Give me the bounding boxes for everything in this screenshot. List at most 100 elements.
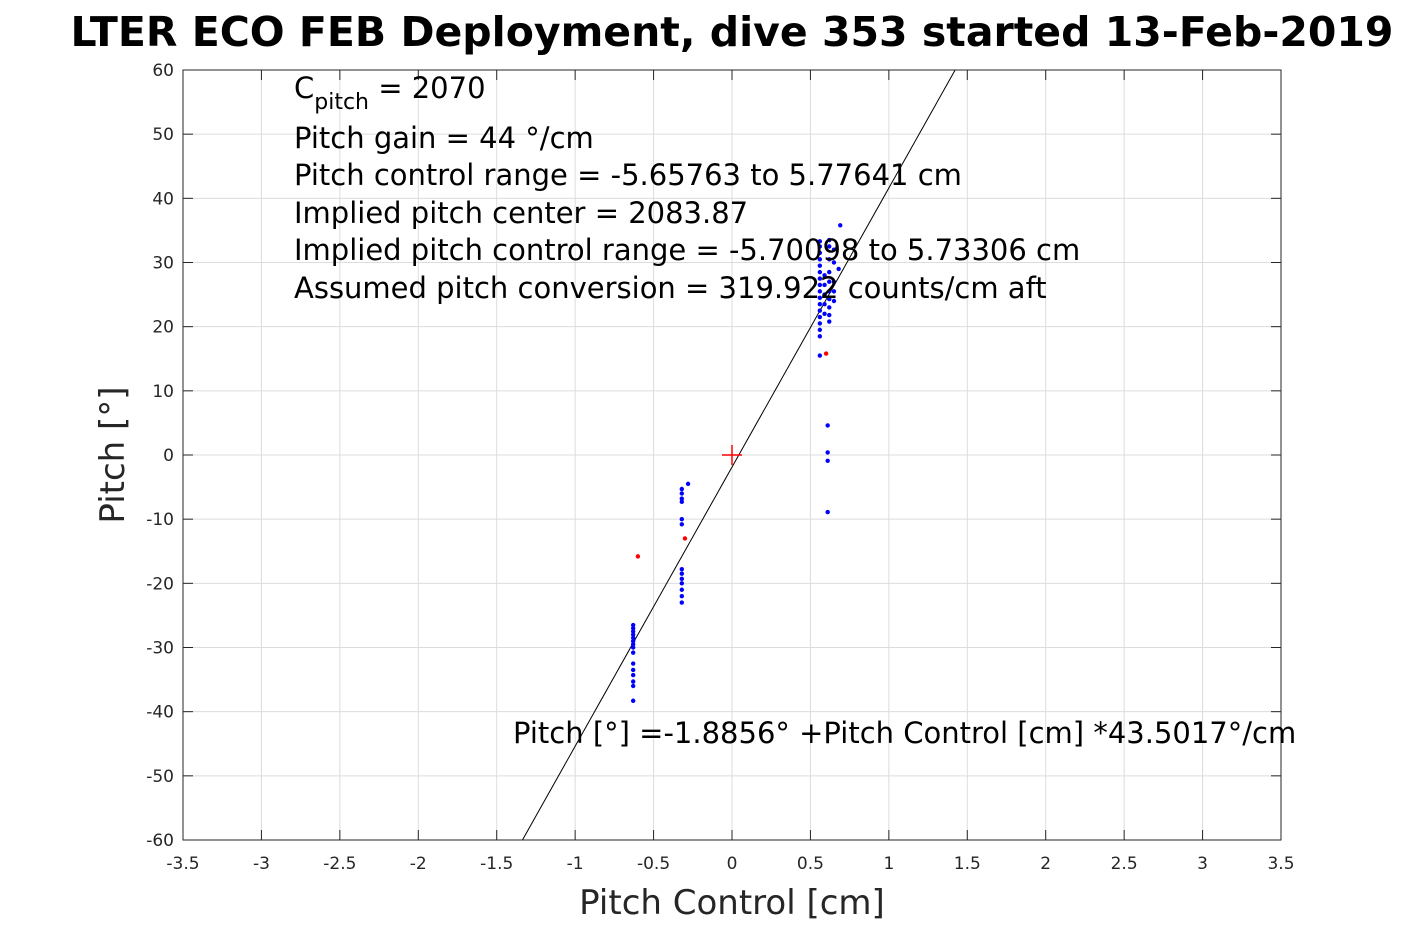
y-tick-label: -10 bbox=[146, 510, 174, 530]
data-point bbox=[817, 295, 823, 300]
data-point bbox=[817, 334, 823, 339]
data-point bbox=[630, 672, 636, 678]
data-point bbox=[827, 312, 832, 318]
annotation-pitch-control-range: Pitch control range = -5.65763 to 5.7764… bbox=[294, 158, 962, 192]
y-tick-label: -20 bbox=[146, 574, 174, 594]
data-point bbox=[817, 269, 823, 275]
x-tick-label: 2 bbox=[1040, 854, 1051, 874]
data-point bbox=[679, 499, 685, 505]
x-tick-label: 1 bbox=[883, 854, 894, 874]
data-point bbox=[630, 622, 636, 628]
data-point bbox=[825, 423, 830, 428]
data-point bbox=[679, 567, 685, 572]
x-tick-label: 3 bbox=[1197, 854, 1208, 874]
data-point bbox=[817, 257, 823, 262]
annotation-pitch-gain: Pitch gain = 44 °/cm bbox=[294, 121, 594, 155]
data-point bbox=[630, 698, 636, 703]
data-point bbox=[679, 496, 685, 501]
y-tick-labels: -60 -50 -40 -30 -20 -10 0 10 20 30 40 50 60 bbox=[146, 61, 174, 851]
x-tick-label: -3.5 bbox=[166, 854, 199, 874]
data-point bbox=[679, 486, 685, 492]
data-point bbox=[630, 629, 636, 634]
y-axis-label: Pitch [°] bbox=[93, 386, 133, 523]
data-point bbox=[679, 571, 685, 576]
data-point bbox=[630, 638, 636, 644]
data-point bbox=[817, 239, 823, 244]
data-point bbox=[817, 289, 823, 294]
data-point bbox=[630, 683, 636, 689]
y-tick-label: 60 bbox=[152, 61, 174, 81]
data-point bbox=[831, 289, 837, 294]
data-point bbox=[817, 308, 823, 313]
center-marker-group bbox=[722, 445, 742, 465]
data-point bbox=[630, 679, 636, 684]
data-point bbox=[630, 650, 636, 655]
data-point bbox=[630, 642, 636, 647]
c-pitch-value: = 2070 bbox=[369, 71, 486, 105]
c-pitch-annotation: Cpitch = 2070 bbox=[294, 71, 486, 115]
data-point bbox=[630, 645, 636, 650]
data-point bbox=[630, 661, 636, 666]
data-point bbox=[822, 273, 827, 278]
data-point bbox=[827, 289, 832, 294]
data-point bbox=[817, 314, 823, 320]
data-point bbox=[822, 292, 827, 297]
data-point bbox=[635, 554, 641, 559]
x-axis-label: Pitch Control [cm] bbox=[579, 883, 885, 923]
data-point bbox=[827, 279, 832, 284]
y-tick-label: -50 bbox=[146, 767, 174, 787]
x-tick-label: -3 bbox=[253, 854, 270, 874]
data-point bbox=[817, 244, 823, 249]
data-point bbox=[827, 244, 832, 249]
data-point bbox=[836, 266, 841, 272]
data-point bbox=[630, 626, 636, 631]
data-point bbox=[822, 302, 827, 307]
y-tick-label: 30 bbox=[152, 254, 174, 274]
y-tick-label: -30 bbox=[146, 639, 174, 659]
chart-title: LTER ECO FEB Deployment, dive 353 starte… bbox=[71, 8, 1394, 56]
y-tick-label: 40 bbox=[152, 189, 174, 209]
tick-marks bbox=[182, 69, 1282, 841]
y-tick-label: -40 bbox=[146, 703, 174, 723]
data-point bbox=[679, 522, 685, 527]
data-point bbox=[827, 305, 832, 310]
y-tick-label: 10 bbox=[152, 382, 174, 402]
y-tick-label: 20 bbox=[152, 318, 174, 338]
data-point bbox=[817, 250, 823, 256]
y-tick-label: 50 bbox=[152, 125, 174, 145]
data-point bbox=[685, 481, 691, 487]
data-point bbox=[679, 576, 685, 582]
data-point bbox=[679, 491, 685, 496]
data-point bbox=[823, 351, 829, 356]
x-tick-label: -1.5 bbox=[480, 854, 513, 874]
y-tick-label: -60 bbox=[146, 831, 174, 851]
x-tick-label: 0.5 bbox=[797, 854, 824, 874]
data-point bbox=[817, 353, 823, 358]
annotation-implied-pitch-control-range: Implied pitch control range = -5.70098 t… bbox=[294, 233, 1080, 267]
annotation-assumed-pitch-conversion: Assumed pitch conversion = 319.922 count… bbox=[294, 271, 1047, 305]
data-point bbox=[827, 296, 832, 302]
data-point bbox=[817, 302, 823, 307]
x-tick-label: -2.5 bbox=[323, 854, 356, 874]
data-point bbox=[827, 269, 832, 275]
data-point bbox=[825, 450, 830, 455]
y-tick-label: 0 bbox=[163, 446, 174, 466]
x-tick-label: -2 bbox=[410, 854, 427, 874]
x-tick-label: 0 bbox=[727, 854, 738, 874]
data-point bbox=[822, 282, 827, 288]
x-tick-label: 1.5 bbox=[954, 854, 981, 874]
c-pitch-subscript: pitch bbox=[314, 90, 369, 115]
x-tick-label: 2.5 bbox=[1111, 854, 1138, 874]
annotation-implied-pitch-center: Implied pitch center = 2083.87 bbox=[294, 196, 748, 230]
data-point bbox=[630, 667, 636, 673]
data-point bbox=[630, 635, 636, 641]
data-point bbox=[827, 237, 832, 243]
data-point bbox=[817, 276, 823, 281]
data-point bbox=[825, 458, 830, 463]
data-point bbox=[831, 260, 837, 265]
fit-equation: Pitch [°] =-1.8856° +Pitch Control [cm] … bbox=[513, 716, 1296, 750]
x-tick-labels: -3.5 -3 -2.5 -2 -1.5 -1 -0.5 0 0.5 1 1.5 2 2.5 3 3.5 bbox=[166, 854, 1294, 874]
x-tick-label: -0.5 bbox=[637, 854, 670, 874]
data-point bbox=[679, 600, 685, 605]
